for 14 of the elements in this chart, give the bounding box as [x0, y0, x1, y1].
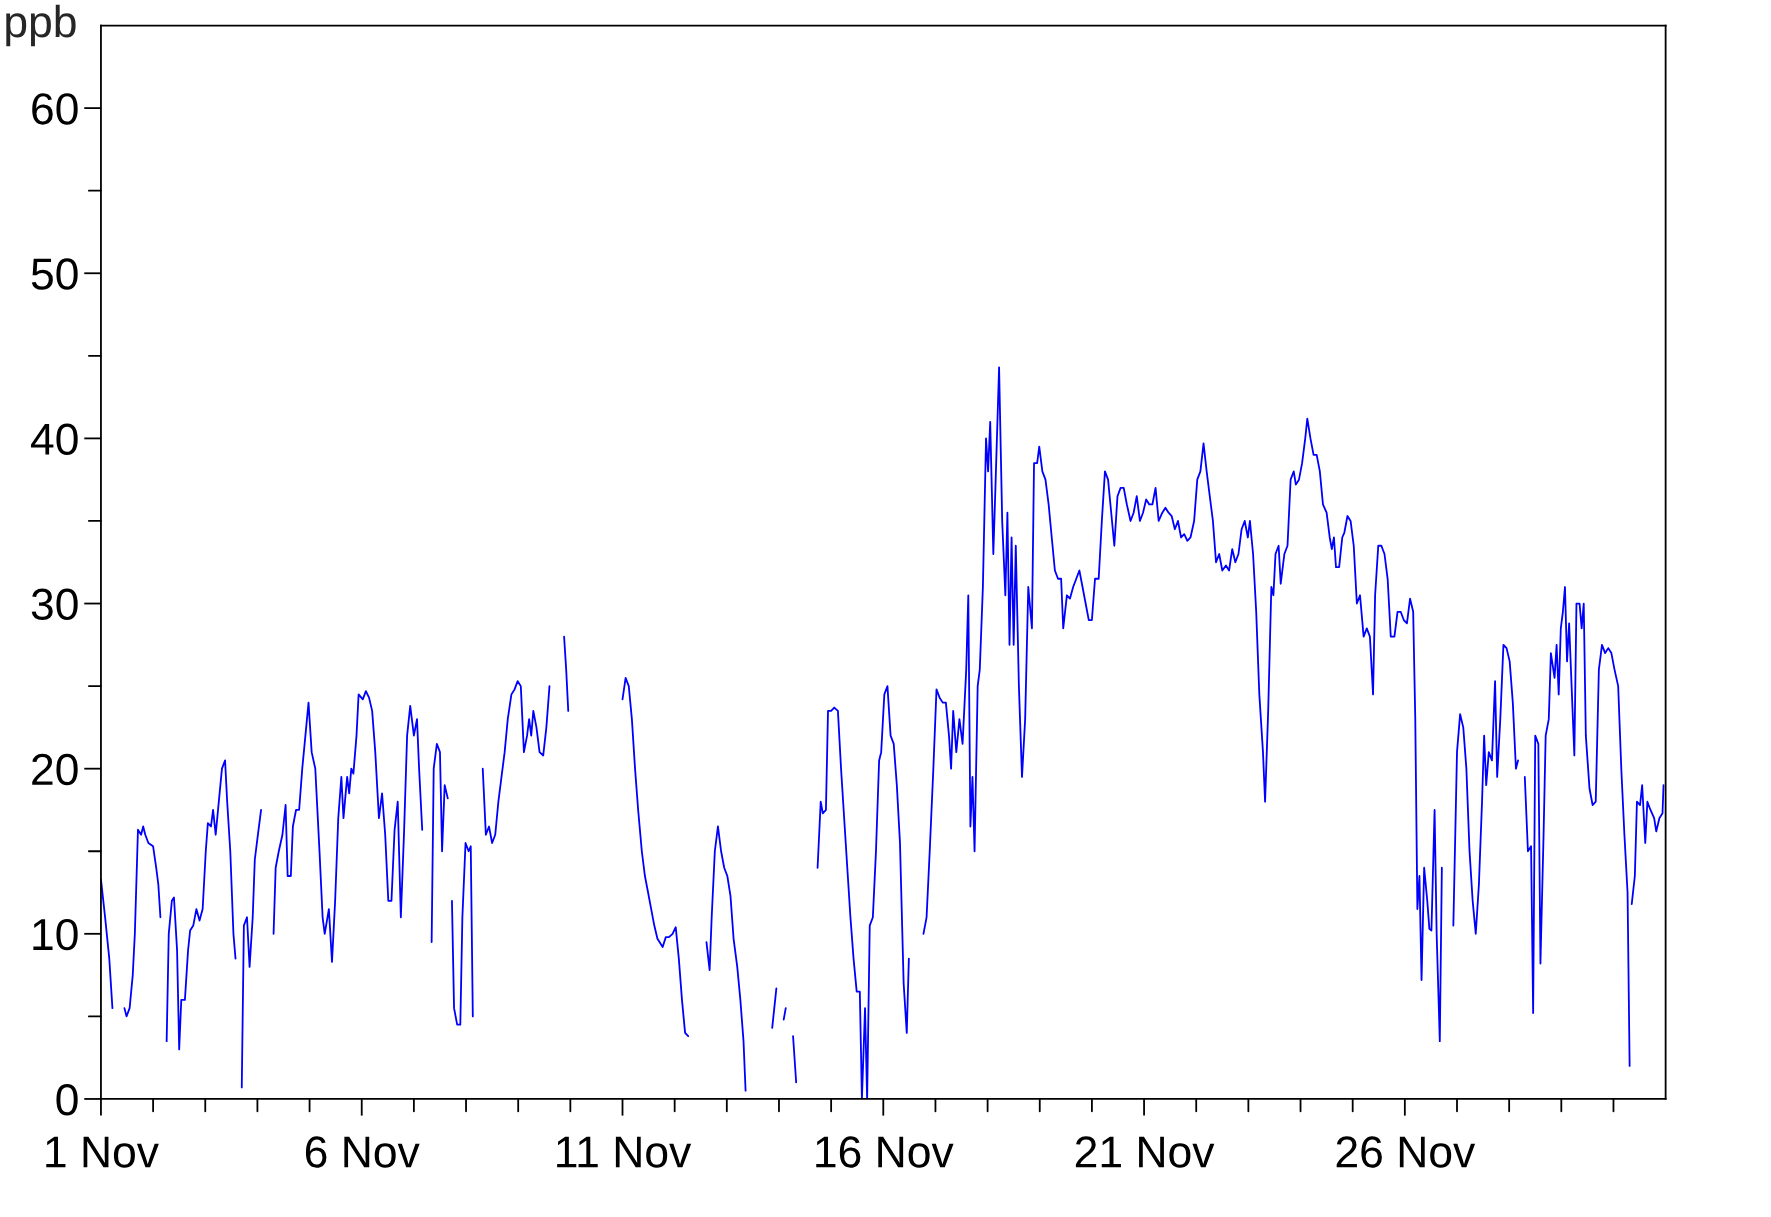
- x-tick-label: 1 Nov: [46, 1136, 159, 1168]
- y-tick-label: 0: [56, 1084, 78, 1116]
- y-tick-label: 50: [31, 258, 78, 290]
- y-axis-title: ppb: [6, 4, 76, 47]
- x-tick-label: 6 Nov: [305, 1136, 420, 1168]
- y-tick-label: 40: [31, 423, 78, 455]
- x-tick-label: 26 Nov: [1336, 1136, 1476, 1168]
- x-tick-label: 21 Nov: [1075, 1136, 1215, 1168]
- y-tick-label: 10: [33, 918, 78, 951]
- x-tick-label: 16 Nov: [816, 1136, 954, 1168]
- y-tick-label: 60: [32, 93, 78, 125]
- y-tick-label: 30: [31, 588, 78, 621]
- y-tick-label: 20: [32, 753, 78, 786]
- x-tick-label: 11 Nov: [557, 1136, 692, 1168]
